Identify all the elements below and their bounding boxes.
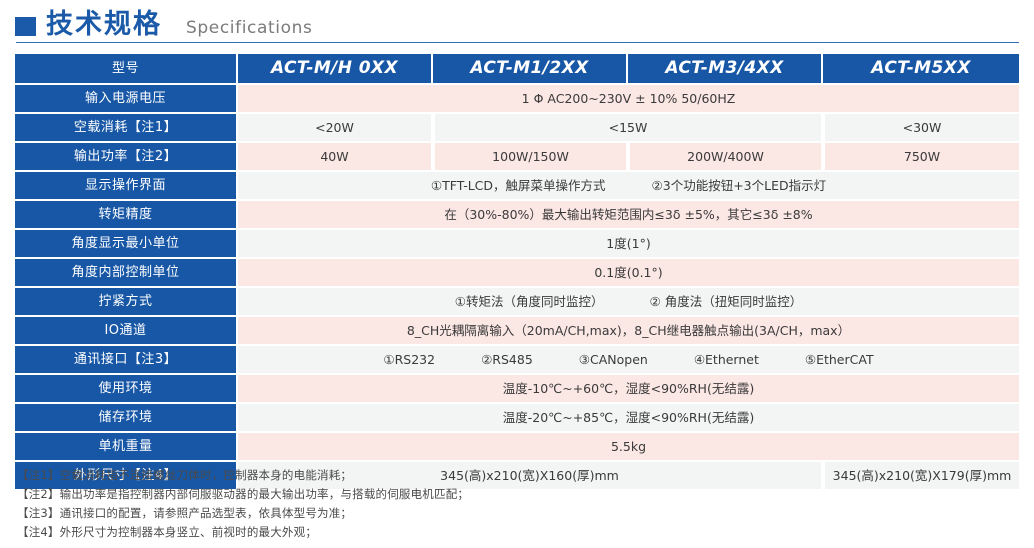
comm-option: ②RS485: [481, 352, 533, 367]
table-row: 角度显示最小单位 1度(1°): [15, 230, 1019, 259]
table-row: 通讯接口【注3】 ①RS232 ②RS485 ③CANopen ④Ethernet ⑤Et…: [15, 346, 1019, 375]
row-value: ①TFT-LCD，触屏菜单操作方式 ②3个功能按钮+3个LED指示灯: [238, 172, 1019, 201]
row-label: IO通道: [15, 317, 238, 346]
row-value: <20W: [238, 114, 433, 143]
row-value: 750W: [823, 143, 1019, 172]
table-row: 角度内部控制单位 0.1度(0.1°): [15, 259, 1019, 288]
specifications-table: 型号 ACT-M/H 0XX ACT-M1/2XX ACT-M3/4XX ACT…: [15, 54, 1019, 489]
row-label: 通讯接口【注3】: [15, 346, 238, 375]
header-label-cell: 型号: [15, 54, 238, 85]
footnote-2: 【注2】输出功率是指控制器内部伺服驱动器的最大输出功率，与搭载的伺服电机匹配；: [17, 487, 470, 501]
page-subtitle: Specifications: [186, 18, 313, 38]
row-label: 转矩精度: [15, 201, 238, 230]
table-row: 空载消耗【注1】 <20W <15W <30W: [15, 114, 1019, 143]
row-value: 1度(1°): [238, 230, 1019, 259]
value-part-2: ② 角度法（扭矩同时监控）: [649, 294, 803, 309]
row-value: 40W: [238, 143, 433, 172]
row-value: 345(高)x210(宽)X160(厚)mm: [238, 462, 823, 489]
row-value: 0.1度(0.1°): [238, 259, 1019, 288]
footnotes: 【注1】空载消耗指不连接螺丝刀体时，控制器本身的电能消耗； 【注2】输出功率是指…: [17, 466, 1007, 542]
value-part-2: ②3个功能按钮+3个LED指示灯: [651, 178, 827, 193]
row-label: 角度内部控制单位: [15, 259, 238, 288]
comm-option: ⑤EtherCAT: [804, 352, 874, 367]
row-value: 5.5kg: [238, 433, 1019, 462]
table-row: 输入电源电压 1 Φ AC200~230V ± 10% 50/60HZ: [15, 85, 1019, 114]
row-label: 输入电源电压: [15, 85, 238, 114]
row-value: 1 Φ AC200~230V ± 10% 50/60HZ: [238, 85, 1019, 114]
comm-option: ③CANopen: [578, 352, 648, 367]
row-label: 储存环境: [15, 404, 238, 433]
row-value-options: ①RS232 ②RS485 ③CANopen ④Ethernet ⑤EtherCAT: [238, 346, 1019, 375]
table-row: 显示操作界面 ①TFT-LCD，触屏菜单操作方式 ②3个功能按钮+3个LED指示灯: [15, 172, 1019, 201]
row-value: 100W/150W: [433, 143, 628, 172]
row-label: 空载消耗【注1】: [15, 114, 238, 143]
table-row: 转矩精度 在（30%-80%）最大输出转矩范围内≤3δ ±5%，其它≤3δ ±8%: [15, 201, 1019, 230]
row-value: 温度-20℃~+85℃，湿度<90%RH(无结露): [238, 404, 1019, 433]
header-divider: [16, 42, 1019, 43]
model-header-4: ACT-M5XX: [823, 54, 1019, 85]
page-title: 技术规格: [46, 9, 162, 40]
row-value: ①转矩法（角度同时监控） ② 角度法（扭矩同时监控）: [238, 288, 1019, 317]
row-value: <15W: [433, 114, 823, 143]
row-label: 外形尺寸【注4】: [15, 462, 238, 489]
row-label: 单机重量: [15, 433, 238, 462]
model-header-1: ACT-M/H 0XX: [238, 54, 433, 85]
comm-option: ④Ethernet: [693, 352, 759, 367]
table-row: 单机重量 5.5kg: [15, 433, 1019, 462]
row-value: 8_CH光耦隔离输入（20mA/CH,max)，8_CH继电器触点输出(3A/C…: [238, 317, 1019, 346]
row-label: 显示操作界面: [15, 172, 238, 201]
footnote-4: 【注4】外形尺寸为控制器本身竖立、前视时的最大外观；: [17, 525, 318, 539]
row-label: 使用环境: [15, 375, 238, 404]
table-row: 储存环境 温度-20℃~+85℃，湿度<90%RH(无结露): [15, 404, 1019, 433]
row-label: 角度显示最小单位: [15, 230, 238, 259]
table-row: 输出功率【注2】 40W 100W/150W 200W/400W 750W: [15, 143, 1019, 172]
table-row: 拧紧方式 ①转矩法（角度同时监控） ② 角度法（扭矩同时监控）: [15, 288, 1019, 317]
row-value: 温度-10℃~+60℃，湿度<90%RH(无结露): [238, 375, 1019, 404]
row-label: 输出功率【注2】: [15, 143, 238, 172]
table-header-row: 型号 ACT-M/H 0XX ACT-M1/2XX ACT-M3/4XX ACT…: [15, 54, 1019, 85]
comm-option: ①RS232: [383, 352, 436, 367]
table-row: 使用环境 温度-10℃~+60℃，湿度<90%RH(无结露): [15, 375, 1019, 404]
table-row: IO通道 8_CH光耦隔离输入（20mA/CH,max)，8_CH继电器触点输出(…: [15, 317, 1019, 346]
table-row: 外形尺寸【注4】 345(高)x210(宽)X160(厚)mm 345(高)x210…: [15, 462, 1019, 489]
model-header-3: ACT-M3/4XX: [628, 54, 823, 85]
row-value: 200W/400W: [628, 143, 823, 172]
footnote-1: 【注1】空载消耗指不连接螺丝刀体时，控制器本身的电能消耗；: [17, 468, 353, 482]
row-value: 345(高)x210(宽)X179(厚)mm: [823, 462, 1019, 489]
value-part-1: ①TFT-LCD，触屏菜单操作方式: [430, 178, 606, 193]
header-accent-square: [15, 17, 36, 36]
page-header: 技术规格 Specifications: [15, 8, 1019, 42]
row-label: 拧紧方式: [15, 288, 238, 317]
value-part-1: ①转矩法（角度同时监控）: [454, 294, 604, 309]
spec-table-body: 型号 ACT-M/H 0XX ACT-M1/2XX ACT-M3/4XX ACT…: [15, 54, 1019, 489]
row-value: <30W: [823, 114, 1019, 143]
row-value: 在（30%-80%）最大输出转矩范围内≤3δ ±5%，其它≤3δ ±8%: [238, 201, 1019, 230]
footnote-3: 【注3】通讯接口的配置，请参照产品选型表，依具体型号为准；: [17, 506, 353, 520]
model-header-2: ACT-M1/2XX: [433, 54, 628, 85]
